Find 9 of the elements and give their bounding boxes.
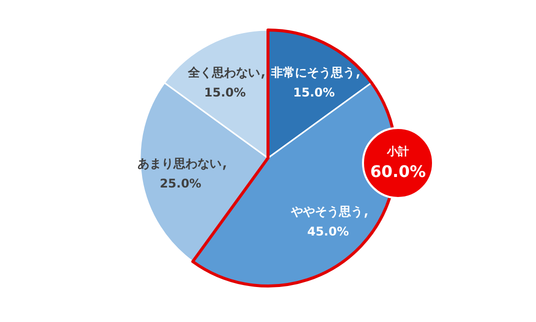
- slice-label: ややそう思う: [290, 204, 364, 219]
- data-label: 25.0%: [160, 176, 202, 191]
- text: 小計: [386, 145, 409, 158]
- slice-label: 全く思わない: [187, 65, 260, 80]
- text: 60.0%: [370, 162, 426, 181]
- data-label: 15.0%: [204, 85, 246, 100]
- data-label: 15.0%: [293, 85, 335, 100]
- slice-label: 非常にそう思う: [270, 65, 355, 80]
- data-label: 45.0%: [307, 224, 349, 239]
